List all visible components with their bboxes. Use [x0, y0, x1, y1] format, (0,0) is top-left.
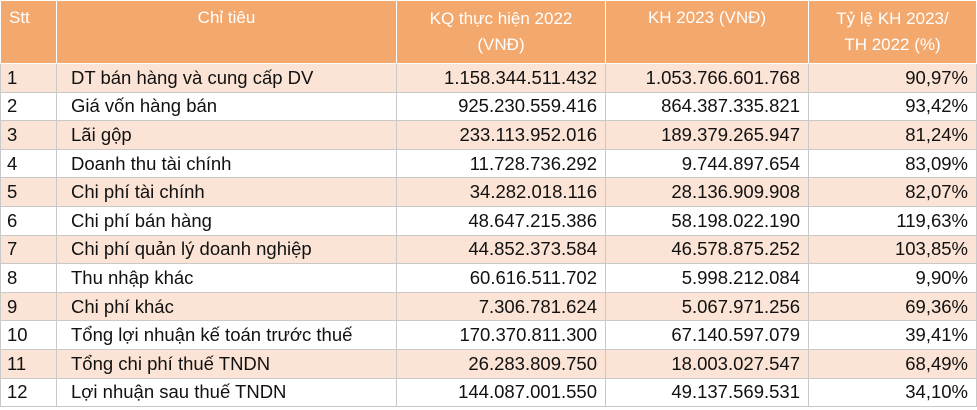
row-actual-2022-cell: 48.647.215.386	[396, 205, 606, 236]
table-row: 12 Lợi nhuận sau thuế TNDN 144.087.001.550…	[0, 377, 977, 408]
header-ratio-line1: Tỷ lệ KH 2023/	[836, 9, 949, 28]
row-plan-2023-cell: 28.136.909.908	[605, 177, 809, 207]
row-stt-cell: 2	[0, 91, 57, 122]
row-indicator-cell: Tổng lợi nhuận kế toán trước thuế	[56, 320, 397, 350]
row-plan-2023-cell: 46.578.875.252	[605, 234, 809, 265]
header-indicator: Chỉ tiêu	[56, 0, 397, 64]
row-actual-2022-cell: 60.616.511.702	[396, 263, 606, 293]
header-stt: Stt	[0, 0, 57, 64]
header-row: Stt Chỉ tiêu KQ thực hiện 2022 (VNĐ) KH …	[0, 0, 977, 64]
table-row: 11 Tổng chi phí thuế TNDN 26.283.809.750 18…	[0, 348, 977, 379]
table-row: 6 Chi phí bán hàng 48.647.215.386 58.198.02…	[0, 205, 977, 236]
row-indicator-cell: Doanh thu tài chính	[56, 148, 397, 179]
row-actual-2022-cell: 26.283.809.750	[396, 348, 606, 379]
row-plan-2023-cell: 49.137.569.531	[605, 377, 809, 408]
row-ratio-cell: 83,09%	[808, 148, 977, 179]
row-indicator-cell: Chi phí khác	[56, 291, 397, 322]
row-ratio-cell: 39,41%	[808, 320, 977, 350]
row-ratio-cell: 34,10%	[808, 377, 977, 408]
row-stt-cell: 12	[0, 377, 57, 408]
row-indicator-cell: Lãi gộp	[56, 120, 397, 150]
row-ratio-cell: 68,49%	[808, 348, 977, 379]
row-stt-cell: 11	[0, 348, 57, 379]
row-stt-cell: 8	[0, 263, 57, 293]
row-ratio-cell: 119,63%	[808, 205, 977, 236]
row-indicator-cell: Chi phí quản lý doanh nghiệp	[56, 234, 397, 265]
row-indicator-cell: Lợi nhuận sau thuế TNDN	[56, 377, 397, 408]
row-stt-cell: 7	[0, 234, 57, 265]
row-stt-cell: 3	[0, 120, 57, 150]
row-indicator-cell: Thu nhập khác	[56, 263, 397, 293]
row-ratio-cell: 90,97%	[808, 63, 977, 93]
row-plan-2023-cell: 67.140.597.079	[605, 320, 809, 350]
row-indicator-cell: Chi phí bán hàng	[56, 205, 397, 236]
table-row: 3 Lãi gộp 233.113.952.016 189.379.265.947 81…	[0, 120, 977, 150]
header-plan-2023: KH 2023 (VNĐ)	[605, 0, 809, 64]
table-row: 7 Chi phí quản lý doanh nghiệp 44.852.373.…	[0, 234, 977, 265]
table-row: 4 Doanh thu tài chính 11.728.736.292 9.744.…	[0, 148, 977, 179]
row-plan-2023-cell: 18.003.027.547	[605, 348, 809, 379]
table-row: 5 Chi phí tài chính 34.282.018.116 28.136.9…	[0, 177, 977, 207]
row-indicator-cell: Tổng chi phí thuế TNDN	[56, 348, 397, 379]
row-stt-cell: 9	[0, 291, 57, 322]
row-ratio-cell: 82,07%	[808, 177, 977, 207]
row-actual-2022-cell: 925.230.559.416	[396, 91, 606, 122]
row-stt-cell: 6	[0, 205, 57, 236]
table-header: Stt Chỉ tiêu KQ thực hiện 2022 (VNĐ) KH …	[0, 0, 977, 64]
row-ratio-cell: 93,42%	[808, 91, 977, 122]
header-actual-2022-line2: (VNĐ)	[477, 35, 525, 54]
row-actual-2022-cell: 1.158.344.511.432	[396, 63, 606, 93]
row-ratio-cell: 103,85%	[808, 234, 977, 265]
row-actual-2022-cell: 11.728.736.292	[396, 148, 606, 179]
table-row: 8 Thu nhập khác 60.616.511.702 5.998.212.08…	[0, 263, 977, 293]
row-plan-2023-cell: 189.379.265.947	[605, 120, 809, 150]
row-stt-cell: 10	[0, 320, 57, 350]
row-plan-2023-cell: 864.387.335.821	[605, 91, 809, 122]
row-plan-2023-cell: 58.198.022.190	[605, 205, 809, 236]
table-body: 1 DT bán hàng và cung cấp DV 1.158.344.511…	[0, 63, 977, 408]
header-actual-2022-line1: KQ thực hiện 2022	[429, 9, 573, 28]
header-ratio: Tỷ lệ KH 2023/ TH 2022 (%)	[808, 0, 977, 64]
row-actual-2022-cell: 170.370.811.300	[396, 320, 606, 350]
row-actual-2022-cell: 233.113.952.016	[396, 120, 606, 150]
row-stt-cell: 5	[0, 177, 57, 207]
row-stt-cell: 4	[0, 148, 57, 179]
header-ratio-line2: TH 2022 (%)	[844, 35, 941, 54]
row-ratio-cell: 69,36%	[808, 291, 977, 322]
table-row: 2 Giá vốn hàng bán 925.230.559.416 864.387.…	[0, 91, 977, 122]
row-stt-cell: 1	[0, 63, 57, 93]
row-indicator-cell: Chi phí tài chính	[56, 177, 397, 207]
row-ratio-cell: 81,24%	[808, 120, 977, 150]
row-actual-2022-cell: 34.282.018.116	[396, 177, 606, 207]
row-ratio-cell: 9,90%	[808, 263, 977, 293]
row-indicator-cell: Giá vốn hàng bán	[56, 91, 397, 122]
row-plan-2023-cell: 5.067.971.256	[605, 291, 809, 322]
table-row: 1 DT bán hàng và cung cấp DV 1.158.344.511…	[0, 63, 977, 93]
row-actual-2022-cell: 44.852.373.584	[396, 234, 606, 265]
table-row: 10 Tổng lợi nhuận kế toán trước thuế 170.3…	[0, 320, 977, 350]
row-plan-2023-cell: 9.744.897.654	[605, 148, 809, 179]
row-actual-2022-cell: 144.087.001.550	[396, 377, 606, 408]
row-plan-2023-cell: 1.053.766.601.768	[605, 63, 809, 93]
row-indicator-cell: DT bán hàng và cung cấp DV	[56, 63, 397, 93]
row-plan-2023-cell: 5.998.212.084	[605, 263, 809, 293]
header-actual-2022: KQ thực hiện 2022 (VNĐ)	[396, 0, 606, 64]
table-row: 9 Chi phí khác 7.306.781.624 5.067.971.256 6…	[0, 291, 977, 322]
row-actual-2022-cell: 7.306.781.624	[396, 291, 606, 322]
